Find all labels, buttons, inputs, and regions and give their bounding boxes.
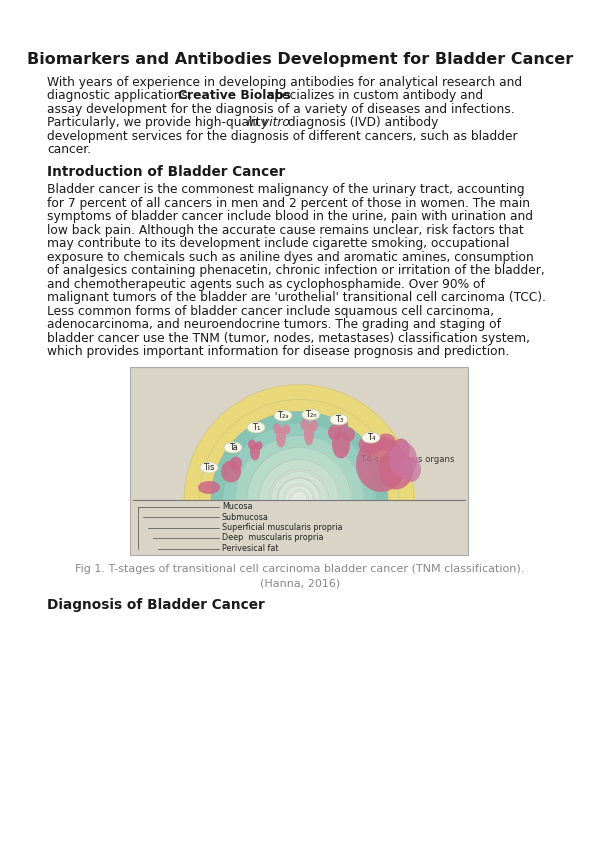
Text: T₄: T₄ [367, 433, 375, 442]
Ellipse shape [304, 424, 314, 446]
Text: Tis: Tis [203, 463, 215, 472]
Text: Superficial muscularis propria: Superficial muscularis propria [222, 523, 343, 532]
Text: diagnostic applications,: diagnostic applications, [47, 89, 196, 102]
Ellipse shape [256, 441, 263, 450]
Text: Diagnosis of Bladder Cancer: Diagnosis of Bladder Cancer [47, 599, 265, 612]
Ellipse shape [200, 462, 218, 473]
Text: development services for the diagnosis of different cancers, such as bladder: development services for the diagnosis o… [47, 130, 518, 143]
Text: cancer.: cancer. [47, 143, 91, 156]
Text: Fig 1. T-stages of transitional cell carcinoma bladder cancer (TNM classificatio: Fig 1. T-stages of transitional cell car… [76, 565, 524, 575]
Text: exposure to chemicals such as aniline dyes and aromatic amines, consumption: exposure to chemicals such as aniline dy… [47, 250, 534, 263]
Text: in vitro: in vitro [247, 116, 290, 129]
Text: symptoms of bladder cancer include blood in the urine, pain with urination and: symptoms of bladder cancer include blood… [47, 210, 533, 223]
Ellipse shape [332, 430, 350, 458]
Ellipse shape [281, 424, 290, 435]
Ellipse shape [274, 410, 292, 421]
Text: adenocarcinoma, and neuroendocrine tumors. The grading and staging of: adenocarcinoma, and neuroendocrine tumor… [47, 318, 501, 331]
Text: With years of experience in developing antibodies for analytical research and: With years of experience in developing a… [47, 76, 522, 88]
Text: T₃: T₃ [335, 415, 343, 424]
Ellipse shape [330, 414, 348, 425]
Ellipse shape [362, 432, 380, 443]
Ellipse shape [301, 419, 310, 430]
Ellipse shape [276, 428, 286, 447]
Text: T₂ₙ: T₂ₙ [305, 410, 317, 419]
Text: T4-contiguous organs: T4-contiguous organs [361, 454, 455, 464]
Text: Introduction of Bladder Cancer: Introduction of Bladder Cancer [47, 165, 285, 178]
Text: T₁: T₁ [252, 423, 260, 432]
Ellipse shape [221, 460, 241, 482]
Text: T₂ₐ: T₂ₐ [277, 411, 289, 420]
Text: bladder cancer use the TNM (tumor, nodes, metastases) classification system,: bladder cancer use the TNM (tumor, nodes… [47, 331, 530, 345]
Ellipse shape [198, 481, 220, 494]
Text: Particularly, we provide high-quality: Particularly, we provide high-quality [47, 116, 272, 129]
Ellipse shape [343, 428, 355, 441]
Text: may contribute to its development include cigarette smoking, occupational: may contribute to its development includ… [47, 237, 509, 250]
Text: diagnosis (IVD) antibody: diagnosis (IVD) antibody [284, 116, 438, 129]
Ellipse shape [401, 457, 421, 482]
Ellipse shape [392, 438, 410, 460]
Text: and chemotherapeutic agents such as cyclophosphamide. Over 90% of: and chemotherapeutic agents such as cycl… [47, 278, 485, 290]
Ellipse shape [224, 442, 242, 453]
Text: Perivesical fat: Perivesical fat [222, 544, 278, 553]
Ellipse shape [356, 437, 406, 492]
Ellipse shape [338, 419, 348, 430]
Text: malignant tumors of the bladder are 'urothelial' transitional cell carcinoma (TC: malignant tumors of the bladder are 'uro… [47, 291, 546, 304]
Text: Biomarkers and Antibodies Development for Bladder Cancer: Biomarkers and Antibodies Development fo… [27, 52, 573, 67]
Text: of analgesics containing phenacetin, chronic infection or irritation of the blad: of analgesics containing phenacetin, chr… [47, 264, 545, 277]
Text: which provides important information for disease prognosis and prediction.: which provides important information for… [47, 345, 509, 358]
Ellipse shape [310, 420, 318, 431]
Text: Submucosa: Submucosa [222, 513, 269, 521]
Ellipse shape [389, 442, 417, 477]
Ellipse shape [273, 423, 281, 434]
Text: for 7 percent of all cancers in men and 2 percent of those in women. The main: for 7 percent of all cancers in men and … [47, 196, 530, 210]
Text: Less common forms of bladder cancer include squamous cell carcinoma,: Less common forms of bladder cancer incl… [47, 305, 494, 318]
Ellipse shape [376, 434, 396, 452]
Text: low back pain. Although the accurate cause remains unclear, risk factors that: low back pain. Although the accurate cau… [47, 223, 524, 237]
Text: Creative Biolabs: Creative Biolabs [178, 89, 291, 102]
FancyBboxPatch shape [130, 367, 468, 554]
Ellipse shape [247, 422, 265, 433]
Text: (Hanna, 2016): (Hanna, 2016) [260, 578, 340, 588]
Text: Deep  muscularis propria: Deep muscularis propria [222, 533, 323, 543]
Ellipse shape [250, 442, 260, 460]
Ellipse shape [359, 435, 383, 454]
Text: assay development for the diagnosis of a variety of diseases and infections.: assay development for the diagnosis of a… [47, 103, 515, 115]
Ellipse shape [248, 440, 256, 449]
Ellipse shape [230, 457, 242, 470]
Ellipse shape [328, 424, 342, 441]
Text: Ta: Ta [229, 443, 238, 452]
Text: Mucosa: Mucosa [222, 502, 253, 511]
Ellipse shape [302, 409, 320, 420]
Text: specializes in custom antibody and: specializes in custom antibody and [264, 89, 483, 102]
Text: Bladder cancer is the commonest malignancy of the urinary tract, accounting: Bladder cancer is the commonest malignan… [47, 183, 524, 196]
Ellipse shape [379, 449, 413, 490]
